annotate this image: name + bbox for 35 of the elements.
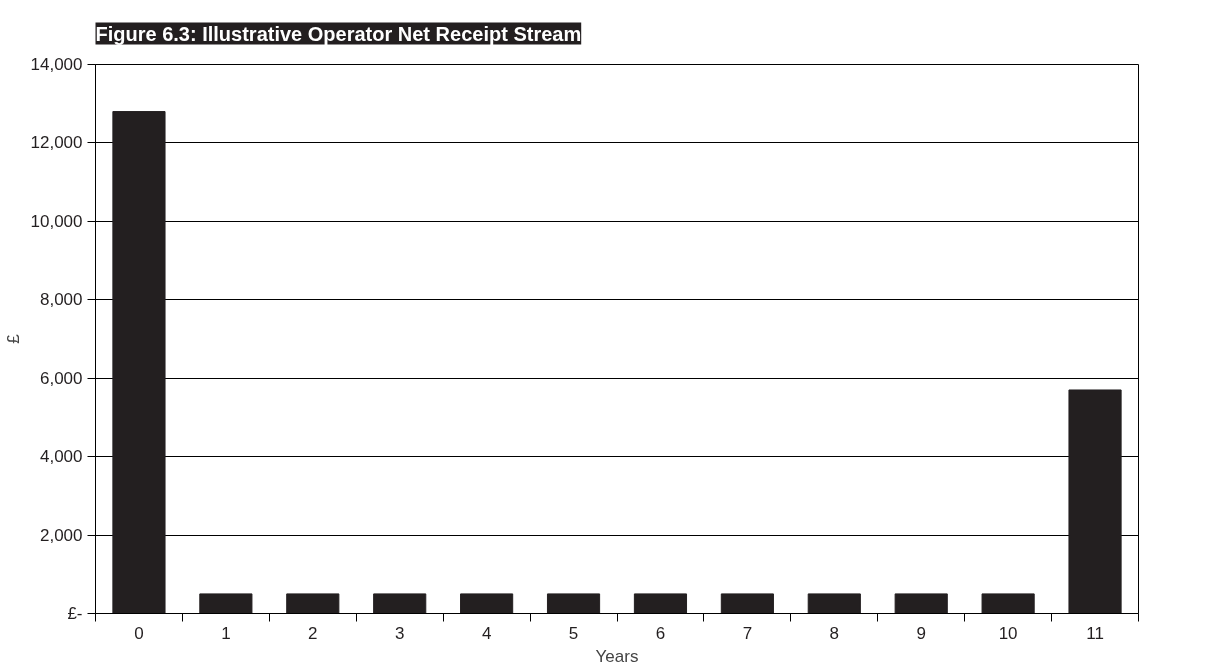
x-tick-label: 6 [655, 623, 666, 643]
x-tick-label: 0 [134, 623, 144, 643]
x-tick-label: 4 [481, 623, 492, 643]
y-tick-label: 8,000 [39, 290, 83, 310]
x-tick-label: 2 [308, 623, 318, 643]
bar [807, 593, 861, 614]
bar [546, 593, 601, 614]
y-tick-label: 4,000 [39, 447, 83, 467]
x-tick-label: 5 [568, 623, 579, 643]
y-tick-label: 14,000 [30, 55, 83, 74]
bar [981, 593, 1035, 614]
x-tick-label: 3 [394, 623, 405, 643]
x-tick-label: 10 [998, 623, 1018, 643]
x-axis-title: Years [595, 646, 639, 666]
y-tick-label: 10,000 [30, 211, 83, 231]
bar [373, 593, 427, 614]
x-tick-label: 11 [1086, 623, 1104, 643]
bar [633, 593, 688, 614]
x-tick-label: 9 [916, 623, 926, 643]
y-axis-title: £ [3, 333, 23, 344]
y-tick-label: 2,000 [39, 525, 83, 545]
x-tick-label: 7 [742, 623, 753, 643]
y-tick-label: 6,000 [39, 368, 83, 388]
bar [460, 593, 514, 614]
bar [720, 593, 774, 614]
chart-title: Figure 6.3: Illustrative Operator Net Receipt Stream [95, 22, 582, 45]
y-tick-label: £- [67, 604, 83, 623]
x-tick-label: 8 [829, 623, 840, 643]
bar [1068, 389, 1122, 614]
x-tick-label: 1 [221, 623, 231, 643]
bar [112, 111, 166, 614]
bar [894, 593, 948, 614]
y-tick-label: 12,000 [30, 133, 83, 153]
bar [286, 593, 340, 614]
bar [199, 593, 253, 614]
